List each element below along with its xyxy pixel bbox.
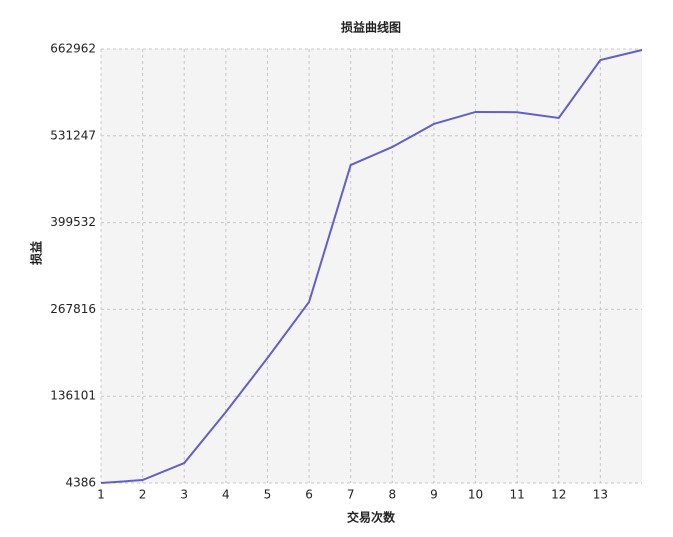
y-tick-label: 399532: [50, 215, 96, 229]
plot-area: [101, 49, 642, 483]
y-tick-label: 267816: [50, 302, 96, 316]
y-tick-label: 662962: [50, 42, 96, 56]
x-tick-label: 2: [139, 488, 147, 502]
x-tick-label: 6: [305, 488, 313, 502]
x-tick-label: 10: [468, 488, 483, 502]
line: [100, 49, 643, 484]
y-tick-label: 136101: [50, 389, 96, 403]
y-tick-label: 4386: [65, 476, 96, 490]
x-tick-label: 8: [388, 488, 396, 502]
x-tick-label: 11: [510, 488, 525, 502]
x-tick-label: 13: [593, 488, 608, 502]
x-axis-label: 交易次数: [347, 510, 396, 525]
x-tick-label: 1: [97, 488, 105, 502]
chart-title: 损益曲线图: [341, 20, 401, 35]
x-tick-label: 4: [222, 488, 230, 502]
x-tick-label: 3: [180, 488, 188, 502]
x-tick-label: 5: [264, 488, 272, 502]
y-axis-label: 损益: [29, 241, 44, 265]
x-tick-label: 7: [347, 488, 355, 502]
x-tick-label: 9: [430, 488, 438, 502]
y-tick-label: 531247: [50, 128, 96, 142]
x-tick-label: 12: [551, 488, 566, 502]
